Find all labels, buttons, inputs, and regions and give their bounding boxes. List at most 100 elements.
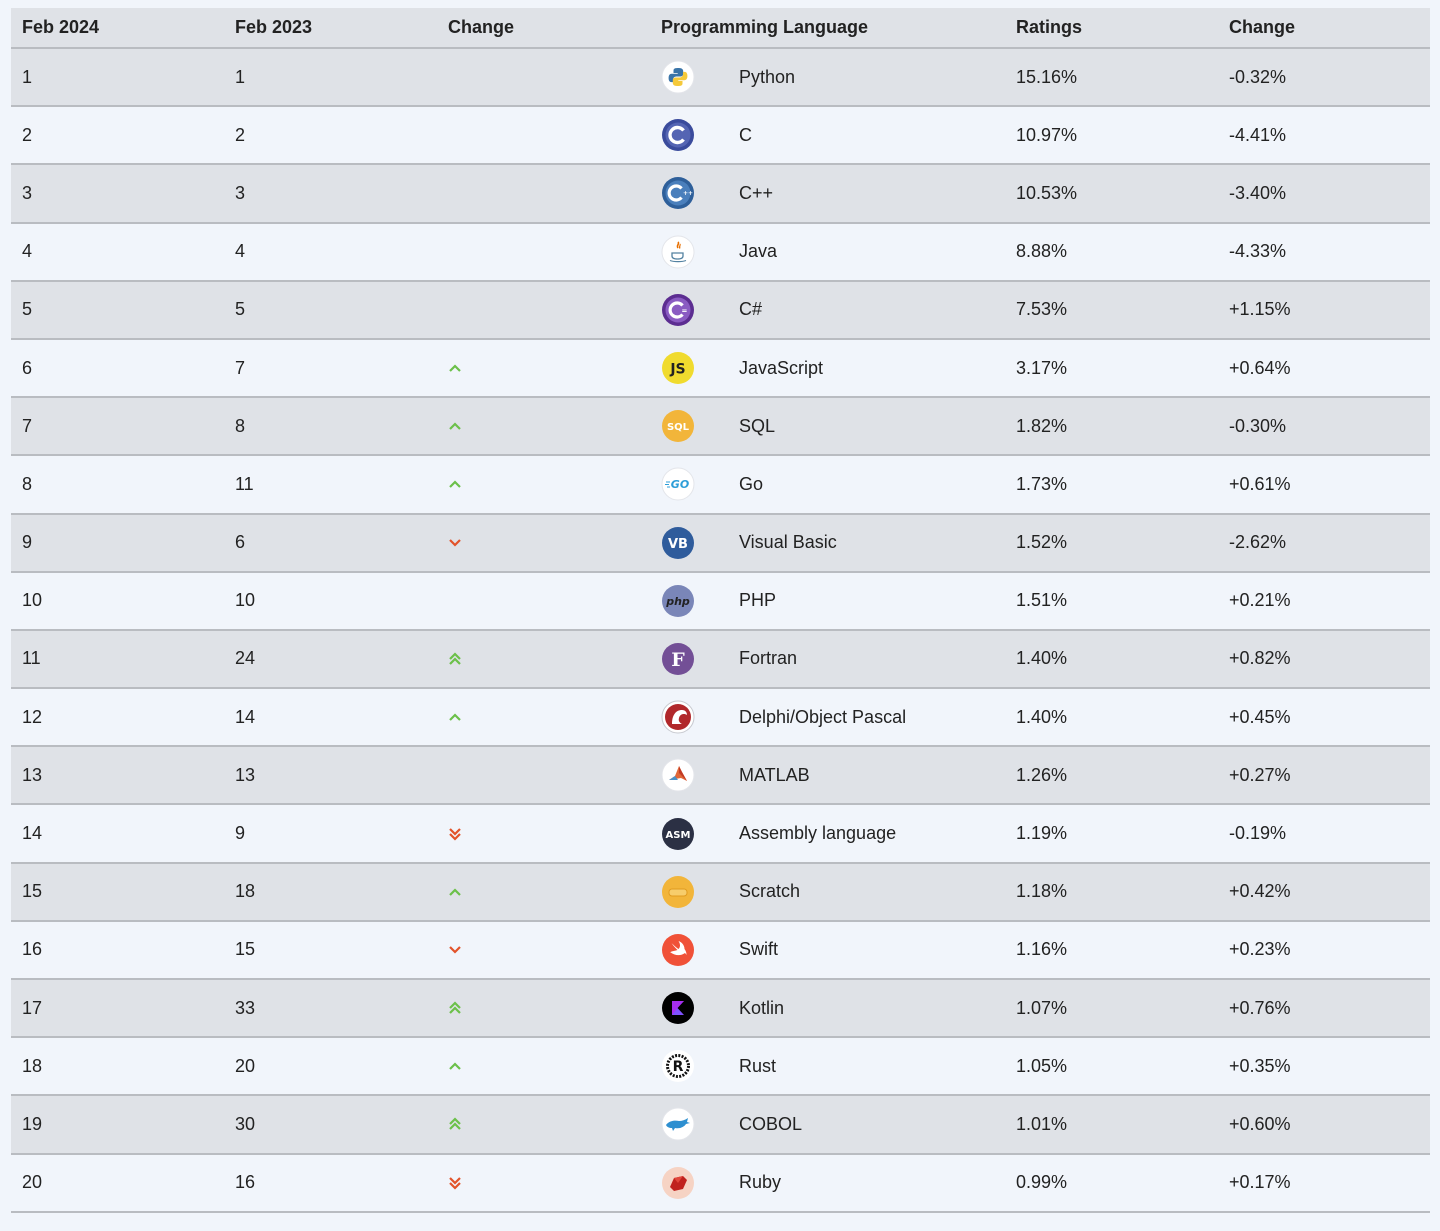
table-row: 8 11 GO Go 1.73% +0.61%	[11, 456, 1430, 515]
header-ratings[interactable]: Ratings	[1016, 17, 1083, 37]
language-cell: SQL SQL	[650, 409, 1005, 443]
table-row: 17 33 Kotlin 1.07% +0.76%	[11, 980, 1430, 1039]
rank-2024-cell: 18	[22, 1055, 43, 1076]
rating-cell: 0.99%	[1016, 1172, 1068, 1193]
language-cell: MATLAB	[650, 758, 1005, 792]
rating-change-cell: -0.19%	[1229, 823, 1287, 844]
language-name: Delphi/Object Pascal	[739, 706, 907, 727]
header-feb-2023[interactable]: Feb 2023	[235, 17, 313, 37]
rating-change-cell: -2.62%	[1229, 532, 1287, 553]
rank-2024-cell: 10	[22, 590, 43, 611]
table-row: 4 4 Java 8.88% -4.33%	[11, 223, 1430, 282]
rank-2024-cell: 2	[22, 124, 33, 145]
rating-cell: 10.53%	[1016, 182, 1078, 203]
arrow-up-icon	[448, 885, 462, 899]
language-name: Kotlin	[739, 997, 785, 1018]
rating-cell: 1.01%	[1016, 1113, 1068, 1134]
go-icon: GO	[661, 467, 695, 501]
rating-change-cell: +0.61%	[1229, 473, 1291, 494]
rank-2024-cell: 16	[22, 939, 43, 960]
rank-2023-cell: 1	[235, 66, 246, 87]
rating-change-cell: -3.40%	[1229, 182, 1287, 203]
rating-cell: 1.51%	[1016, 590, 1068, 611]
double-arrow-up-icon	[448, 1001, 462, 1015]
rank-2023-cell: 30	[235, 1113, 256, 1134]
table-row: 14 9 ASM Assembly language 1.19% -0.19%	[11, 805, 1430, 864]
rank-2023-cell: 4	[235, 241, 246, 262]
rank-2024-cell: 13	[22, 764, 43, 785]
trend-cell	[437, 536, 650, 550]
rust-icon: R	[661, 1049, 695, 1083]
rank-2024-cell: 20	[22, 1172, 43, 1193]
rank-2023-cell: 5	[235, 299, 246, 320]
rating-cell: 1.73%	[1016, 473, 1068, 494]
trend-cell	[437, 827, 650, 841]
rating-cell: 1.18%	[1016, 881, 1068, 902]
rating-cell: 1.05%	[1016, 1055, 1068, 1076]
kotlin-icon	[661, 991, 695, 1025]
sql-icon: SQL	[661, 409, 695, 443]
language-cell: ++ C++	[650, 176, 1005, 210]
language-name: Scratch	[739, 881, 801, 902]
rank-2023-cell: 11	[235, 473, 254, 494]
arrow-up-icon	[448, 710, 462, 724]
rank-2024-cell: 1	[22, 66, 33, 87]
fortran-icon: F	[661, 642, 695, 676]
rank-2024-cell: 11	[22, 648, 41, 669]
language-name: Rust	[739, 1055, 777, 1076]
language-name: Python	[739, 66, 796, 87]
header-change[interactable]: Change	[448, 17, 515, 37]
language-name: Visual Basic	[739, 532, 837, 553]
svg-text:SQL: SQL	[667, 422, 690, 433]
arrow-up-icon	[448, 361, 462, 375]
svg-text:R: R	[673, 1059, 684, 1075]
language-cell: VB Visual Basic	[650, 526, 1005, 560]
java-icon	[661, 235, 695, 269]
table-row: 9 6 VB Visual Basic 1.52% -2.62%	[11, 514, 1430, 573]
rating-cell: 15.16%	[1016, 66, 1078, 87]
table-row: 5 5 = C# 7.53% +1.15%	[11, 281, 1430, 340]
table-row: 10 10 php PHP 1.51% +0.21%	[11, 572, 1430, 631]
language-name: COBOL	[739, 1113, 803, 1134]
header-ratings-change[interactable]: Change	[1229, 17, 1296, 37]
trend-cell	[437, 1001, 650, 1015]
table-row: 2 2 C 10.97% -4.41%	[11, 107, 1430, 166]
rank-2024-cell: 19	[22, 1113, 43, 1134]
c-icon	[661, 118, 695, 152]
language-cell: GO Go	[650, 467, 1005, 501]
rank-2024-cell: 17	[22, 997, 43, 1018]
javascript-icon: JS	[661, 351, 695, 385]
language-name: Ruby	[739, 1172, 782, 1193]
rating-cell: 1.26%	[1016, 764, 1068, 785]
language-name: MATLAB	[739, 764, 810, 785]
table-row: 3 3 ++ C++ 10.53% -3.40%	[11, 165, 1430, 224]
svg-text:++: ++	[683, 190, 693, 197]
language-name: SQL	[739, 415, 776, 436]
rating-change-cell: +0.42%	[1229, 881, 1291, 902]
language-cell: JS JavaScript	[650, 351, 1005, 385]
rank-2023-cell: 6	[235, 532, 246, 553]
language-name: Assembly language	[739, 823, 897, 844]
rating-change-cell: +0.45%	[1229, 706, 1291, 727]
language-name: Swift	[739, 939, 779, 960]
language-cell: R Rust	[650, 1049, 1005, 1083]
svg-text:=: =	[682, 307, 688, 315]
rating-cell: 10.97%	[1016, 124, 1078, 145]
rating-cell: 1.40%	[1016, 648, 1068, 669]
language-cell: php PHP	[650, 584, 1005, 618]
rating-cell: 1.07%	[1016, 997, 1068, 1018]
language-cell: Kotlin	[650, 991, 1005, 1025]
ranking-table: Feb 2024 Feb 2023 Change Programming Lan…	[11, 8, 1430, 1213]
language-cell: C	[650, 118, 1005, 152]
rank-2024-cell: 15	[22, 881, 43, 902]
trend-cell	[437, 710, 650, 724]
header-feb-2024[interactable]: Feb 2024	[22, 17, 100, 37]
arrow-down-icon	[448, 943, 462, 957]
language-cell: Scratch	[650, 875, 1005, 909]
rating-change-cell: +1.15%	[1229, 299, 1291, 320]
rank-2023-cell: 14	[235, 706, 256, 727]
table-header: Feb 2024 Feb 2023 Change Programming Lan…	[11, 8, 1430, 49]
rating-change-cell: -0.30%	[1229, 415, 1287, 436]
language-cell: Ruby	[650, 1166, 1005, 1200]
header-programming-language[interactable]: Programming Language	[661, 17, 869, 37]
